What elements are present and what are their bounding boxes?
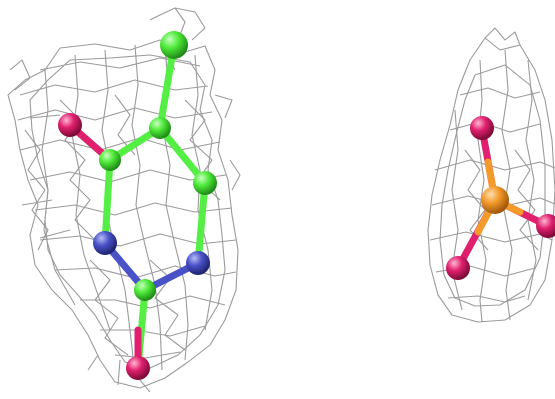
carbon-atom bbox=[160, 31, 188, 59]
carbon-atom bbox=[99, 149, 121, 171]
nitrogen-atom bbox=[93, 231, 117, 255]
oxygen-atom bbox=[126, 356, 150, 380]
carbon-atom bbox=[149, 117, 171, 139]
carbon-atom bbox=[134, 279, 156, 301]
oxygen-atom bbox=[58, 113, 82, 137]
phosphorus-atom bbox=[481, 186, 509, 214]
left-molecule-bonds bbox=[70, 45, 205, 368]
nitrogen-atom bbox=[186, 251, 210, 275]
oxygen-atom bbox=[446, 256, 470, 280]
carbon-atom bbox=[193, 171, 217, 195]
oxygen-atom bbox=[470, 116, 494, 140]
